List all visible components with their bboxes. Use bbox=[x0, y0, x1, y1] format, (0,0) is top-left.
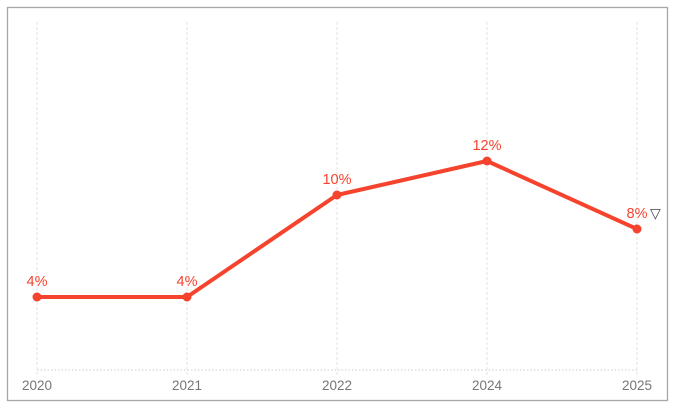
x-tick-label: 2021 bbox=[172, 378, 202, 393]
data-point bbox=[482, 156, 492, 166]
point-label: 12% bbox=[472, 138, 501, 154]
point-label: 10% bbox=[322, 172, 351, 188]
x-tick-label: 2022 bbox=[322, 378, 352, 393]
data-point bbox=[182, 292, 192, 302]
point-label: 4% bbox=[27, 274, 48, 290]
point-label: 4% bbox=[177, 274, 198, 290]
x-tick-label: 2020 bbox=[22, 378, 52, 393]
data-point bbox=[32, 292, 42, 302]
data-point bbox=[332, 190, 342, 200]
x-tick-label: 2024 bbox=[472, 378, 503, 393]
data-point bbox=[632, 224, 642, 234]
decrease-triangle-icon: ▽ bbox=[650, 205, 661, 221]
point-label: 8% bbox=[627, 206, 648, 222]
x-tick-label: 2025 bbox=[622, 378, 652, 393]
